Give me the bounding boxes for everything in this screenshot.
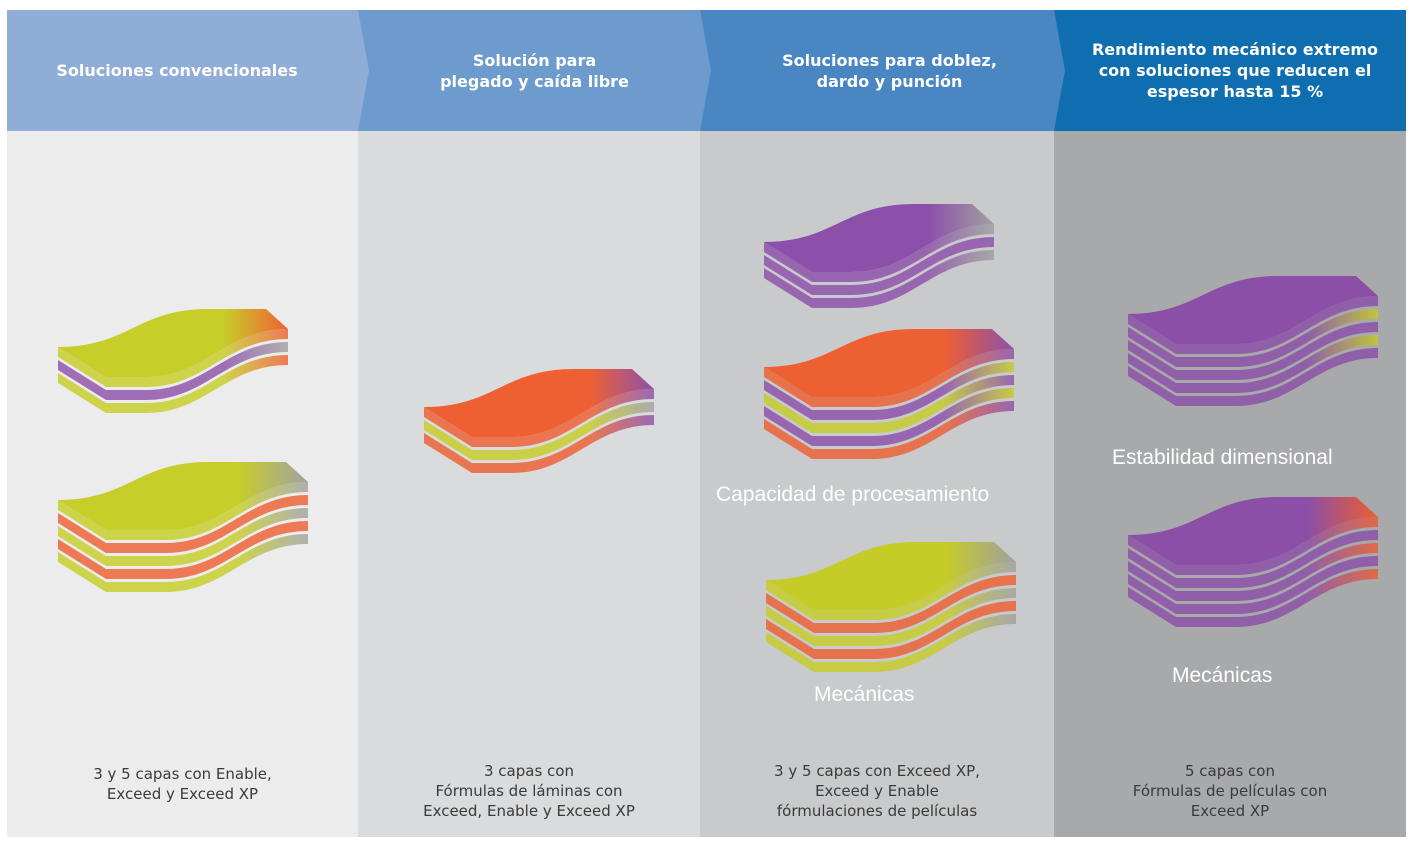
header-folding-free-fall: Solución para plegado y caída libre (358, 10, 711, 131)
label-mechanical: Mecánicas (814, 683, 915, 706)
caption-extreme-mechanical: 5 capas con Fórmulas de películas con Ex… (1132, 762, 1328, 820)
film-stack-5-layer (58, 462, 308, 592)
caption-bend-dart-puncture: 3 y 5 capas con Exceed XP, Exceed y Enab… (774, 762, 980, 820)
header-extreme-mechanical: Rendimiento mecánico extremo con solucio… (1054, 10, 1406, 131)
column-extreme-mechanical (1054, 131, 1406, 837)
film-stack-5-layer (764, 329, 1014, 459)
film-stack-5-layer (766, 542, 1016, 672)
caption-conventional: 3 y 5 capas con Enable, Exceed y Exceed … (93, 765, 272, 803)
film-stack-3-layer (58, 309, 288, 413)
label-processability: Capacidad de procesamiento (716, 483, 990, 506)
film-stack-purple (764, 204, 994, 308)
film-stack-5-layer-purple (1128, 497, 1378, 627)
film-stack-3-layer (424, 369, 654, 473)
header-bend-dart-puncture: Soluciones para doblez, dardo y punción (700, 10, 1065, 131)
column-folding-free-fall (358, 131, 700, 837)
film-stack-5-layer-purple (1128, 276, 1378, 406)
label-mechanical: Mecánicas (1172, 664, 1273, 687)
label-dimensional-stability: Estabilidad dimensional (1112, 446, 1333, 469)
caption-folding-free-fall: 3 capas con Fórmulas de láminas con Exce… (423, 762, 635, 820)
header-conventional: Soluciones convencionales (7, 10, 369, 131)
